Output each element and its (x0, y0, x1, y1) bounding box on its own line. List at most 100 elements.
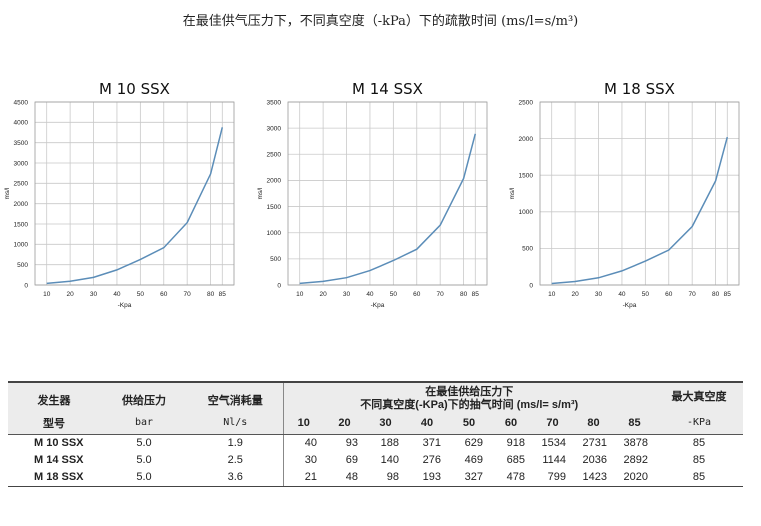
x-tick-label: 80 (712, 291, 720, 298)
row-model: M 14 SSX (34, 453, 84, 466)
x-tick-label: 85 (472, 291, 480, 298)
chart-title: M 10 SSX (99, 80, 170, 98)
x-tick-label: 60 (160, 291, 168, 298)
level-50: 50 (448, 412, 490, 435)
level-60: 60 (490, 412, 532, 435)
x-tick-label: 40 (366, 291, 374, 298)
spec-table: 发生器 供给压力 空气消耗量 在最佳供给压力下 不同真空度(-KPa)下的抽气时… (8, 381, 743, 487)
x-tick-label: 10 (296, 291, 304, 298)
data-point (163, 246, 165, 248)
row-time: 371 (422, 436, 441, 449)
data-point (139, 258, 141, 260)
plot-frame (287, 101, 488, 286)
y-tick-label: 3500 (267, 99, 282, 106)
data-point (668, 249, 670, 251)
row-time: 799 (532, 468, 573, 487)
table-header-row-2: 型号 bar Nl/s 10 20 30 40 50 60 70 80 85 -… (8, 412, 743, 435)
row-time: 3878 (623, 436, 648, 449)
row-pressure: 5.0 (136, 453, 152, 466)
level-70: 70 (532, 412, 573, 435)
data-point (574, 280, 576, 282)
y-axis-label: ms/l (4, 187, 11, 199)
level-30: 30 (365, 412, 406, 435)
chart-m10: M 10 SSX 0 500 1000 1500 2000 2500 3000 3500 4000… (4, 78, 242, 314)
x-tick-label: 40 (113, 291, 121, 298)
y-axis-label: ms/l (257, 187, 264, 199)
chart-svg: M 14 SSX 0 500 1000 1500 2000 2500 3000 3500 10 20… (257, 80, 488, 309)
data-point (345, 276, 347, 278)
header-time-line2: 不同真空度(-KPa)下的抽气时间 (ms/l= s/m³) (360, 399, 579, 411)
y-tick-label: 500 (270, 256, 281, 263)
y-tick-label: 2000 (267, 178, 282, 185)
row-time: 48 (324, 468, 365, 487)
data-point (221, 126, 223, 128)
row-time: 469 (464, 453, 483, 466)
row-time: 685 (506, 453, 525, 466)
row-time: 276 (422, 453, 441, 466)
header-air-unit: Nl/s (188, 412, 284, 435)
y-tick-label: 1000 (267, 230, 282, 237)
x-axis-label: -Kpa (118, 302, 132, 309)
header-time-line1: 在最佳供给压力下 (425, 386, 514, 398)
x-tick-label: 85 (724, 291, 732, 298)
row-time: 1534 (541, 436, 566, 449)
x-tick-label: 70 (437, 291, 445, 298)
spec-table-wrap: 发生器 供给压力 空气消耗量 在最佳供给压力下 不同真空度(-KPa)下的抽气时… (8, 381, 743, 487)
row-time: 40 (304, 436, 317, 449)
y-tick-label: 3000 (267, 125, 282, 132)
row-time: 1144 (542, 453, 566, 466)
row-max-vac: 85 (692, 436, 706, 449)
row-air: 3.6 (188, 468, 284, 487)
level-85: 85 (614, 412, 655, 435)
row-time: 629 (464, 436, 483, 449)
row-air: 1.9 (188, 434, 284, 451)
row-time: 21 (283, 468, 324, 487)
row-time: 193 (406, 468, 448, 487)
data-point (209, 173, 211, 175)
series-line (551, 136, 729, 285)
x-tick-label: 20 (572, 291, 580, 298)
row-time: 69 (345, 453, 358, 466)
header-model-sub: 型号 (8, 412, 100, 435)
x-tick-label: 60 (665, 291, 673, 298)
y-tick-label: 3000 (14, 160, 29, 167)
data-point (416, 248, 418, 250)
data-point (439, 224, 441, 226)
data-point (69, 280, 71, 282)
x-tick-label: 30 (90, 291, 98, 298)
plot-frame (539, 101, 740, 286)
row-max-vac: 85 (655, 468, 743, 487)
y-tick-label: 500 (17, 262, 28, 269)
series-line (46, 127, 224, 285)
plot-frame (34, 101, 235, 286)
row-time: 2020 (614, 468, 655, 487)
data-point (92, 276, 94, 278)
data-point (46, 282, 48, 284)
header-max-vac: 最大真空度 (671, 391, 727, 403)
level-20: 20 (324, 412, 365, 435)
header-time: 在最佳供给压力下 不同真空度(-KPa)下的抽气时间 (ms/l= s/m³) (283, 382, 655, 412)
row-time: 93 (345, 436, 358, 449)
y-tick-label: 2500 (519, 99, 534, 106)
y-tick-label: 1000 (14, 242, 29, 249)
y-tick-label: 0 (24, 282, 28, 289)
x-tick-label: 40 (618, 291, 626, 298)
row-time: 2036 (582, 453, 607, 466)
header-air: 空气消耗量 (188, 382, 284, 412)
data-point (551, 282, 553, 284)
data-point (186, 221, 188, 223)
row-time: 140 (380, 453, 399, 466)
y-tick-label: 2000 (14, 201, 29, 208)
chart-svg: M 10 SSX 0 500 1000 1500 2000 2500 3000 3500 4000… (4, 80, 235, 309)
table-row: M 14 SSX 5.0 2.5 30 69 140 276 469 685 1… (8, 451, 743, 468)
table-header-row-1: 发生器 供给压力 空气消耗量 在最佳供给压力下 不同真空度(-KPa)下的抽气时… (8, 382, 743, 412)
level-80: 80 (573, 412, 614, 435)
row-time: 918 (506, 436, 525, 449)
data-point (474, 133, 476, 135)
table-row: M 10 SSX 5.0 1.9 40 93 188 371 629 918 1… (8, 434, 743, 451)
header-pressure-unit: bar (100, 412, 188, 435)
x-tick-label: 50 (390, 291, 398, 298)
row-pressure: 5.0 (100, 468, 188, 487)
x-tick-label: 80 (460, 291, 468, 298)
data-point (299, 282, 301, 284)
